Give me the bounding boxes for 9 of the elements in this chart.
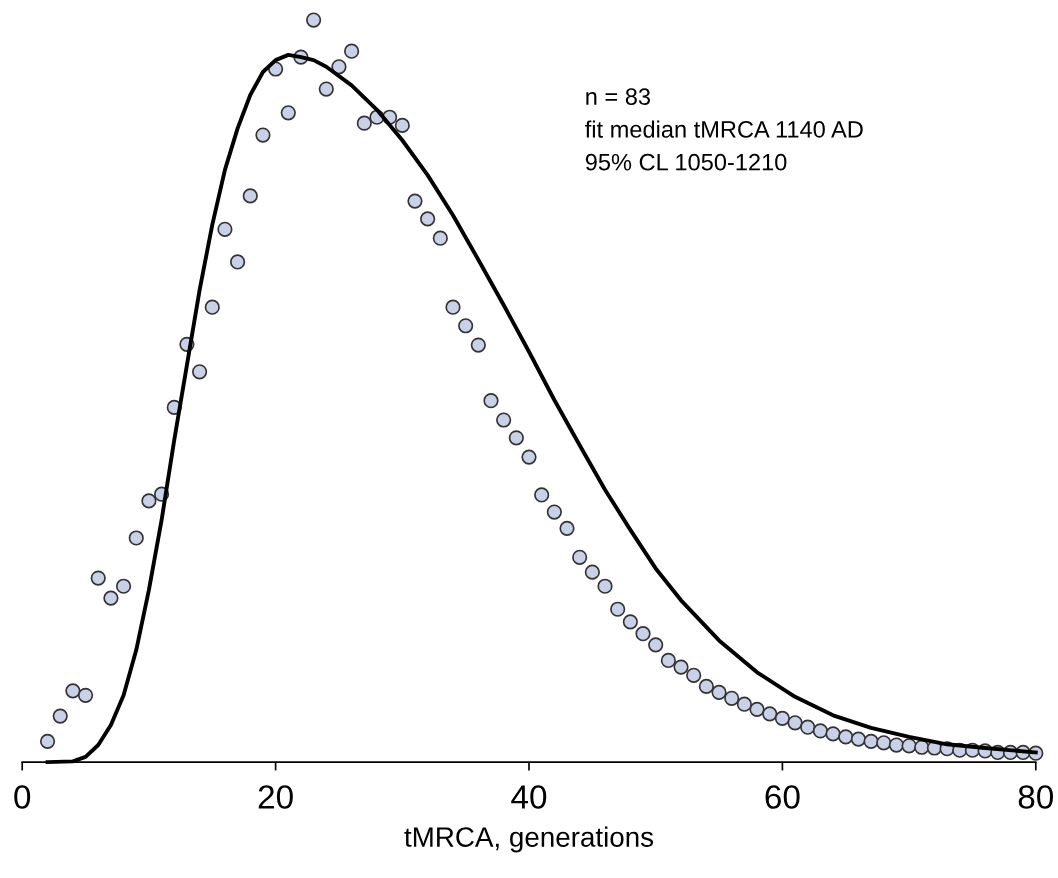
- x-tick-label: 20: [258, 785, 293, 809]
- annotation: 95% CL 1050-1210: [585, 153, 787, 171]
- x-tick-label: 80: [1018, 785, 1054, 809]
- x-tick-label: 60: [765, 785, 800, 809]
- x-tick-label: 0: [14, 785, 31, 809]
- x-axis-title: tMRCA, generations: [404, 826, 654, 853]
- x-tick-label: 40: [511, 785, 547, 809]
- annotation: n = 83: [586, 88, 651, 105]
- annotation: fit median tMRCA 1140 AD: [585, 120, 863, 138]
